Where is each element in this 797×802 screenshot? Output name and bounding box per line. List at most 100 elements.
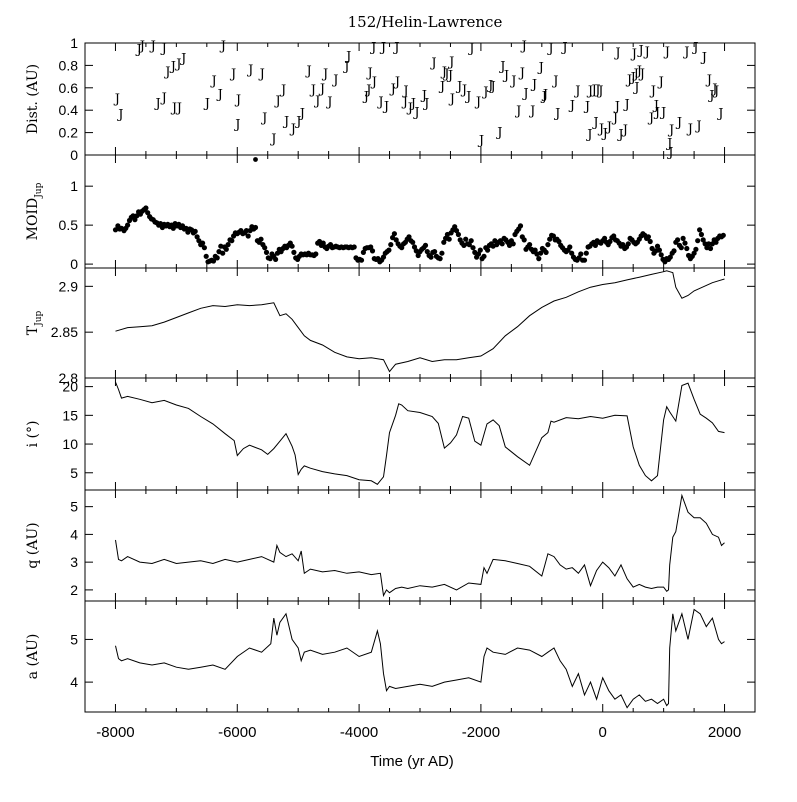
data-marker: J <box>438 80 445 95</box>
data-point <box>698 231 705 238</box>
chart-title: 152/Helin-Lawrence <box>348 13 503 31</box>
data-marker: J <box>635 64 642 79</box>
data-point <box>313 251 319 257</box>
data-point <box>468 238 474 244</box>
data-point <box>607 238 613 245</box>
data-marker: J <box>590 83 597 98</box>
data-marker: J <box>666 146 673 161</box>
y-tick-label: 2 <box>70 582 78 598</box>
series-line <box>115 493 725 598</box>
data-marker: J <box>382 100 389 115</box>
data-point <box>691 250 697 256</box>
data-marker: J <box>362 90 369 105</box>
data-point <box>192 228 198 234</box>
y-tick-label: 0.6 <box>59 80 79 96</box>
series-line <box>115 608 725 709</box>
data-marker: J <box>621 123 628 138</box>
data-marker: J <box>629 71 636 86</box>
data-point <box>196 238 202 244</box>
data-marker: J <box>401 95 408 110</box>
data-marker: J <box>528 104 535 119</box>
data-point <box>273 256 279 262</box>
data-marker: J <box>406 101 413 116</box>
panel-frame <box>84 267 756 379</box>
data-marker: J <box>260 111 267 126</box>
panel-inc: 5 10 15 20 i (°) <box>25 377 756 491</box>
data-point <box>517 223 524 229</box>
data-marker: J <box>233 118 240 133</box>
data-point <box>170 225 176 231</box>
y-tick-label: 0.8 <box>59 57 79 73</box>
data-point <box>380 254 387 260</box>
data-marker: J <box>560 40 567 55</box>
y-tick-label: 1 <box>70 178 78 194</box>
data-marker: J <box>448 92 455 107</box>
data-point <box>243 228 249 234</box>
data-marker: J <box>440 65 447 80</box>
data-point <box>543 249 549 255</box>
y-tick-label: 2.85 <box>51 324 78 340</box>
data-marker: J <box>392 40 399 55</box>
data-point <box>455 231 461 238</box>
data-point <box>358 257 365 263</box>
panel-frame <box>84 600 756 713</box>
data-marker: J <box>376 95 383 110</box>
data-marker: J <box>467 42 474 57</box>
data-point <box>360 249 366 255</box>
data-marker: J <box>429 56 436 71</box>
data-marker: J <box>643 45 650 60</box>
data-marker: J <box>611 111 618 126</box>
data-point <box>620 242 626 248</box>
data-marker: J <box>409 96 416 111</box>
data-marker: J <box>652 99 659 114</box>
data-marker: J <box>401 84 408 99</box>
y-tick-label: 5 <box>70 499 78 515</box>
panel-moid: 0 0.5 1 MOIDJup <box>25 154 756 272</box>
data-point <box>132 217 138 223</box>
data-marker: J <box>116 108 123 123</box>
x-tick-label: -2000 <box>462 724 500 741</box>
data-marker: J <box>298 106 305 121</box>
data-marker: J <box>518 66 525 81</box>
data-point <box>499 241 505 247</box>
data-point <box>510 241 516 247</box>
data-marker: J <box>364 83 371 98</box>
data-point <box>393 237 399 243</box>
data-marker: J <box>653 105 660 120</box>
data-marker: J <box>389 82 396 97</box>
data-marker: J <box>616 128 623 143</box>
data-point <box>410 239 416 245</box>
data-marker: J <box>160 42 167 57</box>
x-axis-label: Time (yr AD) <box>370 753 454 770</box>
data-marker: J <box>537 61 544 76</box>
data-marker: J <box>321 67 328 82</box>
data-point <box>477 247 483 253</box>
data-marker: J <box>258 67 265 82</box>
data-point <box>369 248 376 254</box>
data-marker: J <box>712 84 719 99</box>
data-marker: J <box>710 82 717 97</box>
data-marker: J <box>153 96 160 111</box>
data-marker: J <box>331 73 338 88</box>
data-marker: J <box>488 80 495 95</box>
data-marker: J <box>313 94 320 109</box>
data-marker: J <box>279 83 286 98</box>
data-point <box>521 237 527 243</box>
x-tick-label: -8000 <box>96 724 134 741</box>
data-point <box>675 237 681 243</box>
data-marker: J <box>422 96 429 111</box>
data-marker: J <box>502 68 509 83</box>
data-point <box>203 253 209 259</box>
data-marker: J <box>138 39 145 54</box>
data-marker: J <box>289 122 296 137</box>
y-tick-label: 15 <box>62 407 78 423</box>
y-tick-label: 2.8 <box>59 370 79 386</box>
data-marker: J <box>269 132 276 147</box>
y-tick-label: 0 <box>70 147 78 163</box>
data-point <box>253 157 258 162</box>
data-marker: J <box>647 111 654 126</box>
data-marker: J <box>420 89 427 104</box>
data-point <box>569 250 575 256</box>
data-marker: J <box>632 81 639 96</box>
